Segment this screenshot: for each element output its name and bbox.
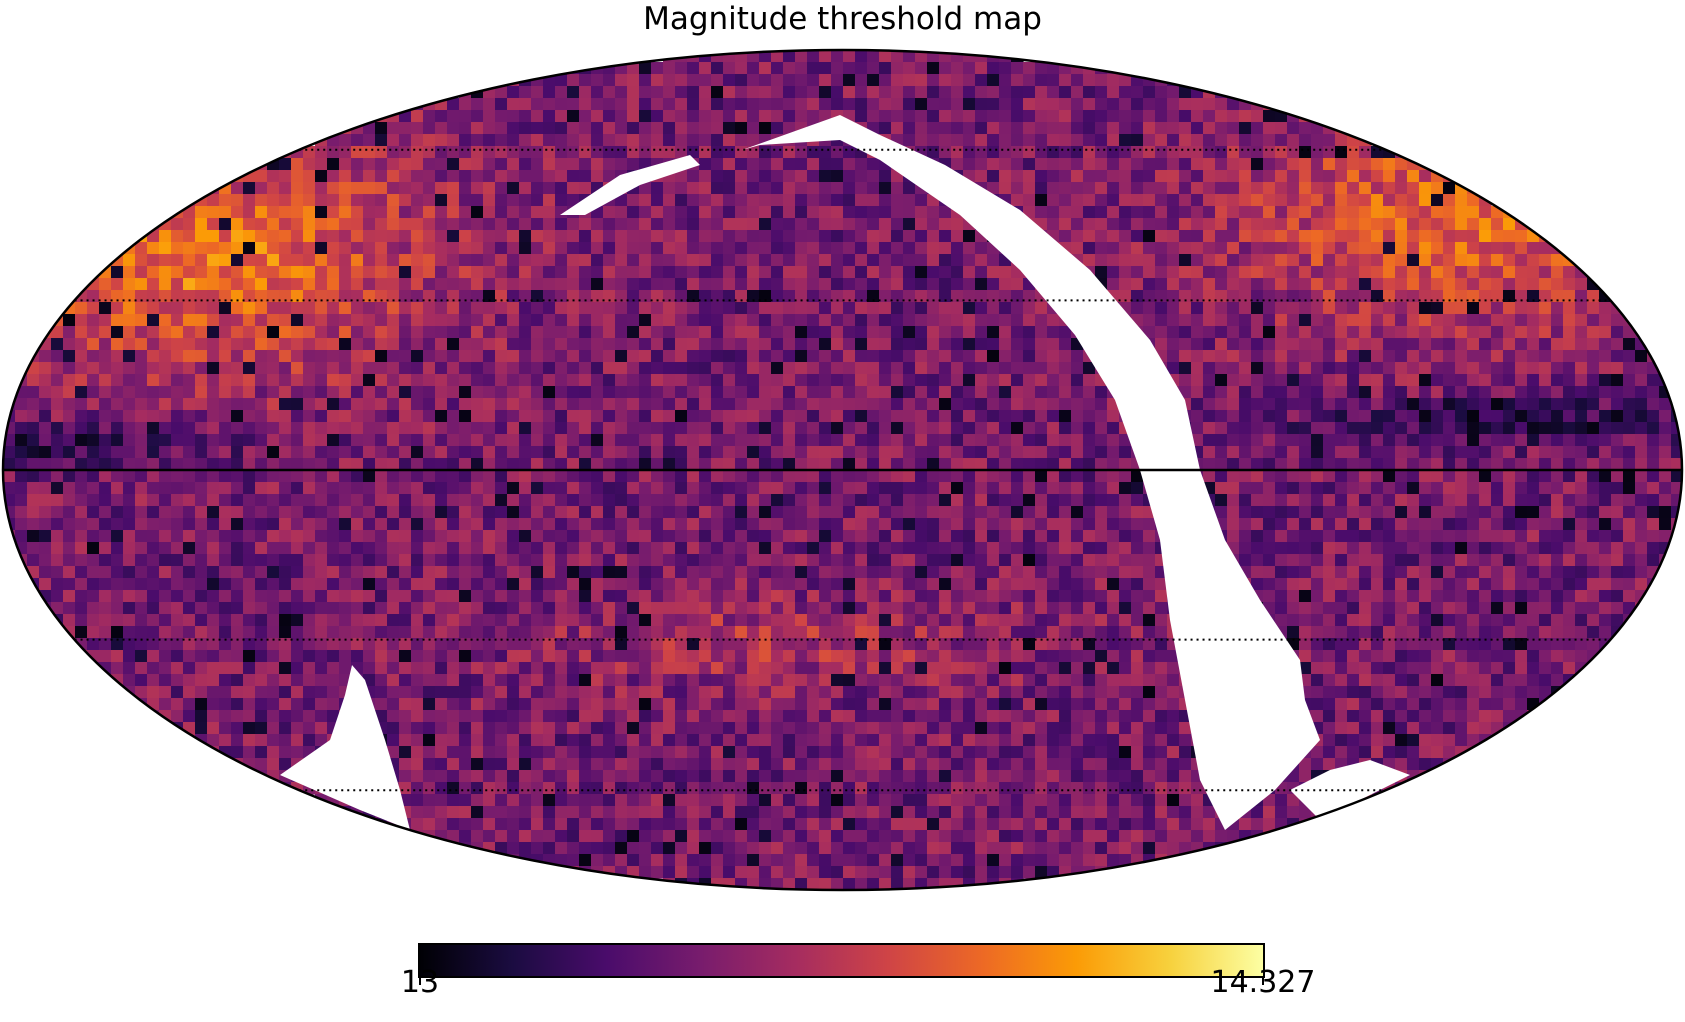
masked-region-arc xyxy=(742,115,1320,830)
graticule-lines xyxy=(3,148,1682,792)
chart-title: Magnitude threshold map xyxy=(643,1,1042,37)
map-outline xyxy=(1,48,1684,892)
sky-map-pixels xyxy=(3,50,1682,890)
masked-region-upper-left-strip xyxy=(560,155,700,215)
colorbar-max-label: 14.327 xyxy=(1210,965,1316,1000)
masked-region-lower-left xyxy=(280,665,410,830)
colorbar xyxy=(418,943,1265,978)
colorbar-min-label: 13 xyxy=(400,965,440,1000)
